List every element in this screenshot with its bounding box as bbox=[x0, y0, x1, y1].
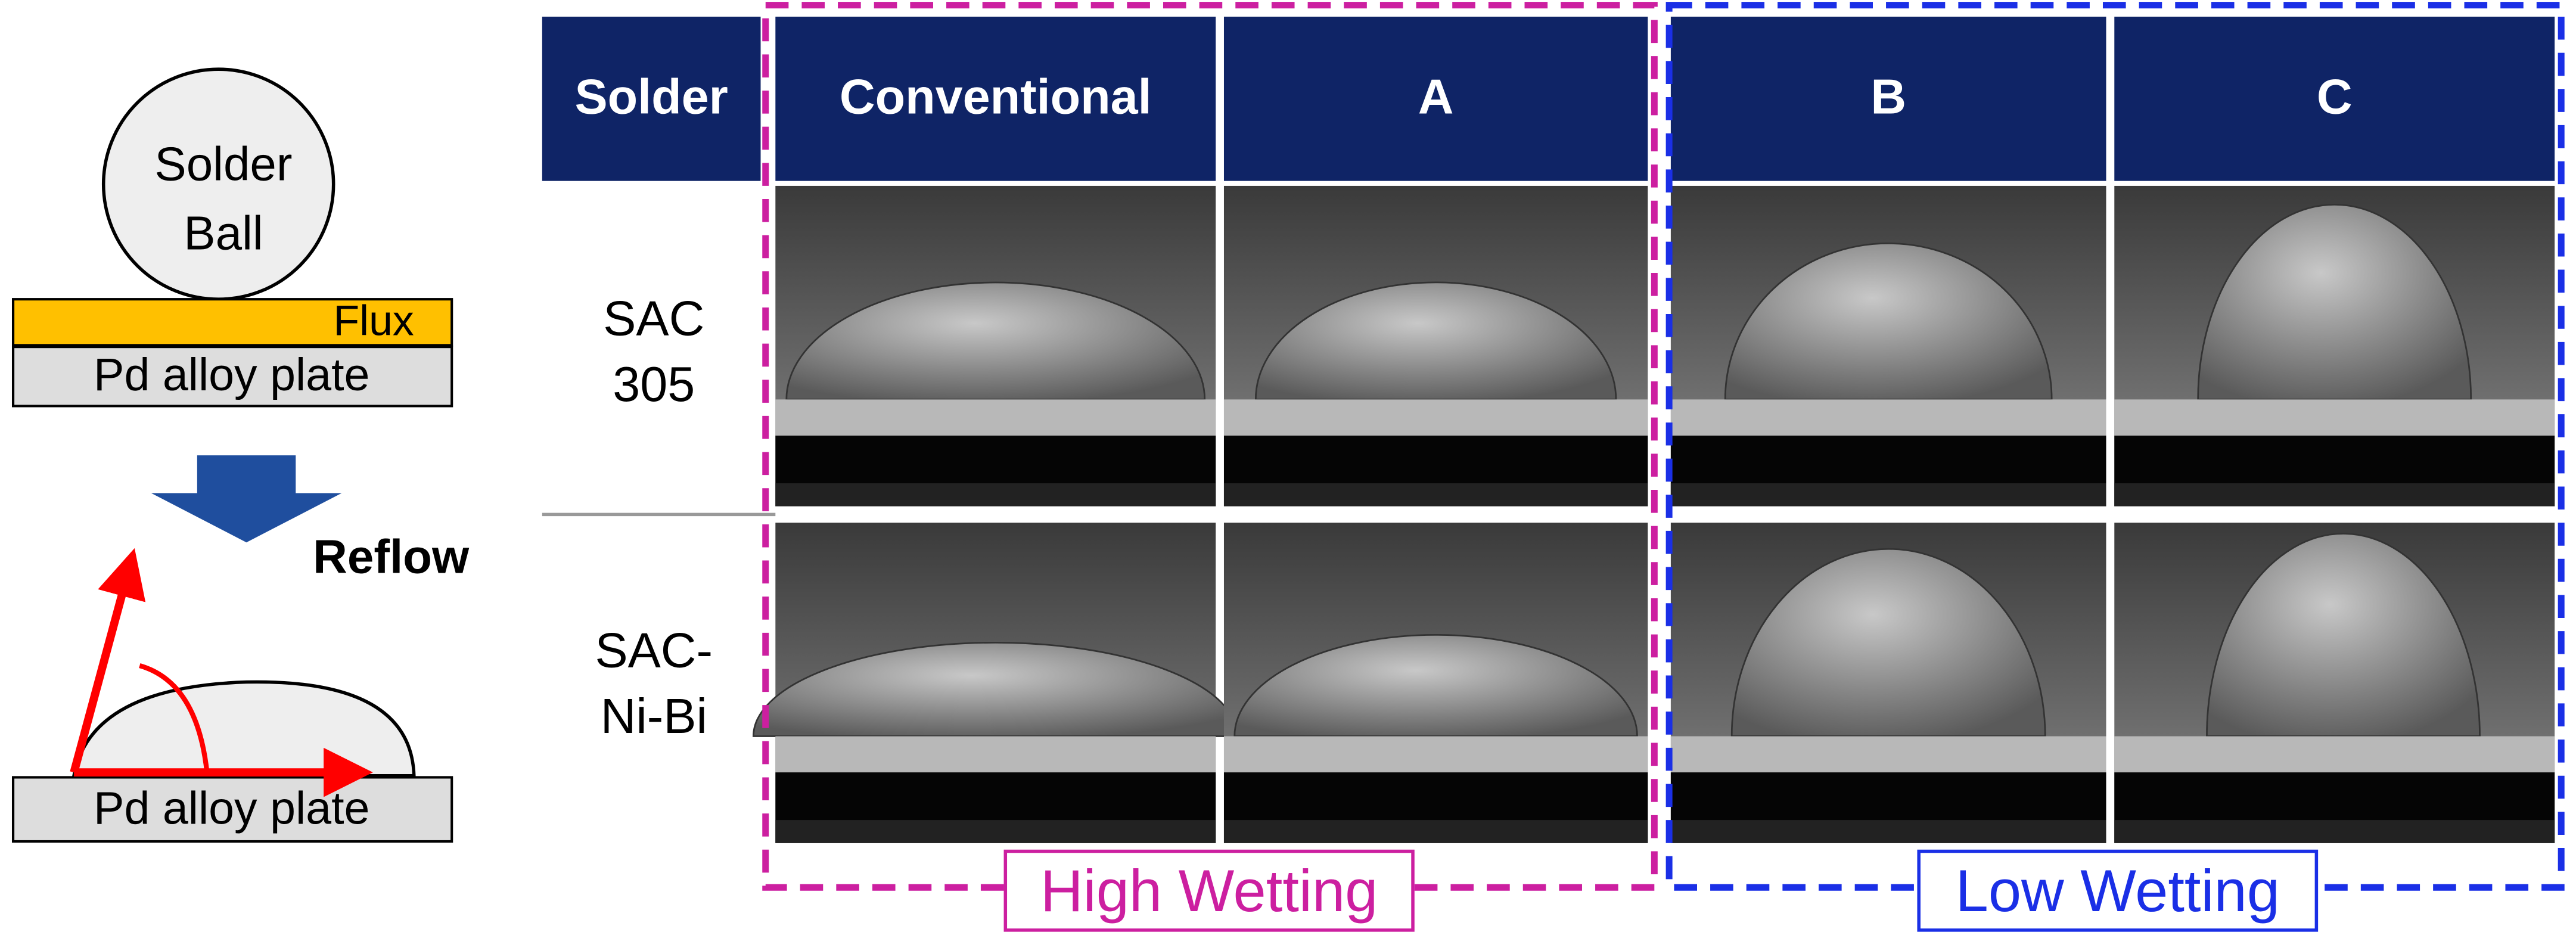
info-bar bbox=[775, 820, 1216, 843]
sem-image bbox=[753, 523, 1238, 843]
schematic: Solder Ball Flux Pd alloy plate Reflow P… bbox=[13, 69, 470, 841]
row-label: Ni-Bi bbox=[601, 688, 707, 744]
substrate bbox=[775, 399, 1216, 436]
group-label: High Wetting bbox=[1040, 858, 1378, 924]
sem-image bbox=[775, 186, 1216, 507]
group-label: Low Wetting bbox=[1956, 858, 2280, 924]
sem-image bbox=[1671, 523, 2106, 843]
reflow-label: Reflow bbox=[313, 530, 470, 583]
ball-label: Solder bbox=[154, 138, 292, 191]
info-bar bbox=[1224, 820, 1648, 843]
substrate bbox=[2114, 737, 2555, 773]
info-bar bbox=[2114, 820, 2555, 843]
header-label: Solder bbox=[574, 69, 728, 124]
substrate bbox=[2114, 399, 2555, 436]
header-label: A bbox=[1418, 69, 1454, 124]
substrate bbox=[1671, 737, 2106, 773]
info-bar bbox=[1671, 483, 2106, 507]
info-bar bbox=[2114, 483, 2555, 507]
reflow-arrow bbox=[151, 455, 342, 542]
wetted-solder bbox=[74, 682, 414, 775]
info-bar bbox=[1671, 820, 2106, 843]
ball-label: Ball bbox=[184, 207, 263, 260]
header-label: B bbox=[1870, 69, 1906, 124]
sem-image bbox=[2114, 186, 2555, 507]
substrate bbox=[1224, 399, 1648, 436]
sem-image bbox=[1224, 186, 1648, 507]
info-bar bbox=[775, 483, 1216, 507]
flux-label: Flux bbox=[333, 297, 414, 344]
header-label: Conventional bbox=[840, 69, 1152, 124]
page: {"diagram":{"before":{"ball":["Solder","… bbox=[0, 0, 2576, 932]
figure: Solder Ball Flux Pd alloy plate Reflow P… bbox=[0, 0, 2576, 932]
info-bar bbox=[1224, 483, 1648, 507]
row-label: 305 bbox=[613, 356, 695, 412]
plate-label: Pd alloy plate bbox=[94, 783, 369, 834]
table: SAC 305 SAC- Ni-Bi bbox=[542, 291, 775, 744]
sem-image bbox=[1224, 523, 1648, 843]
row-label: SAC- bbox=[595, 623, 713, 678]
substrate bbox=[775, 737, 1216, 773]
sem-image bbox=[1671, 186, 2106, 507]
plate-label: Pd alloy plate bbox=[94, 349, 369, 400]
substrate bbox=[1224, 737, 1648, 773]
sem-image bbox=[2114, 523, 2555, 843]
row-label: SAC bbox=[603, 291, 704, 346]
substrate bbox=[1671, 399, 2106, 436]
header-label: C bbox=[2317, 69, 2353, 124]
